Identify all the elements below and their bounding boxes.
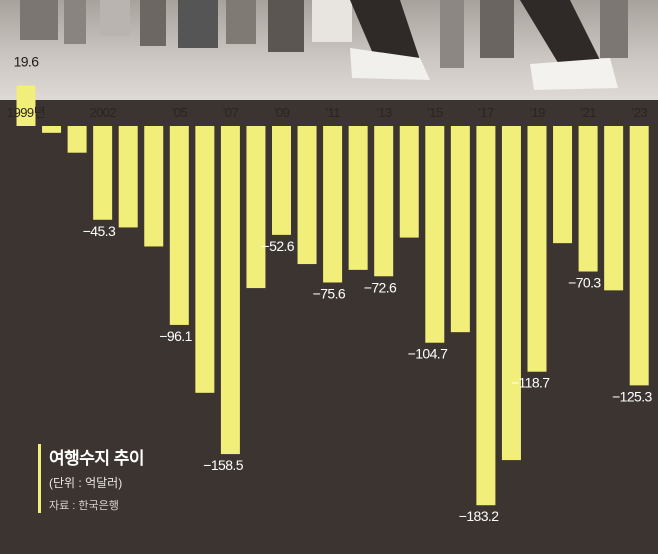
bar-2018 (501, 126, 521, 461)
bar-2022 (604, 126, 624, 291)
bar-2021 (578, 126, 598, 272)
bar-2011 (323, 126, 343, 283)
bar-2008 (246, 126, 266, 289)
data-label-2021: −70.3 (568, 275, 601, 291)
bar-2016 (450, 126, 470, 333)
source-label: 자료 : 한국은행 (49, 500, 119, 512)
bar-2005 (169, 126, 189, 325)
bar-2015 (425, 126, 445, 343)
legend-box: 여행수지 추이 (단위 : 억달러) 자료 : 한국은행 (38, 444, 145, 513)
bar-2000 (42, 126, 62, 133)
bar-2014 (399, 126, 419, 238)
data-label-2017: −183.2 (459, 508, 499, 524)
bar-2010 (297, 126, 317, 265)
bar-2019 (527, 126, 547, 372)
bar-2007 (220, 126, 240, 455)
tick-label-2011: ’11 (325, 105, 340, 120)
airport-photo (0, 0, 658, 100)
bar-2012 (348, 126, 368, 270)
tick-label-2023: ’23 (631, 105, 647, 120)
bar-2003 (118, 126, 138, 228)
unit-label: (단위 : 억달러) (49, 476, 123, 490)
data-label-2011: −75.6 (313, 285, 346, 301)
data-label-2005: −96.1 (159, 328, 192, 344)
bar-2020 (553, 126, 573, 244)
bar-2023 (629, 126, 649, 386)
tick-label-2009: ’09 (274, 105, 290, 120)
tick-label-2005: ’05 (172, 105, 188, 120)
tick-label-2002: 2002 (89, 105, 116, 120)
data-label-2019: −118.7 (511, 375, 550, 391)
tick-label-2007: ’07 (223, 105, 239, 120)
bar-1999 (16, 85, 36, 126)
bar-2001 (67, 126, 87, 153)
bar-2017 (476, 126, 496, 506)
tick-label-1999: 1999년 (7, 105, 45, 120)
tick-label-2015: ’15 (427, 105, 443, 120)
data-label-2023: −125.3 (612, 388, 652, 404)
bar-2004 (144, 126, 164, 247)
data-label-2013: −72.6 (364, 279, 397, 295)
data-label-2007: −158.5 (203, 457, 243, 473)
bar-2006 (195, 126, 215, 393)
data-label-2002: −45.3 (83, 223, 116, 239)
tick-label-2017: ’17 (478, 105, 494, 120)
bar-2013 (374, 126, 394, 277)
data-label-1999: 19.6 (14, 53, 40, 69)
data-label-2015: −104.7 (408, 346, 448, 362)
chart-title: 여행수지 추이 (49, 449, 145, 468)
bar-2002 (93, 126, 113, 220)
tick-label-2019: ’19 (529, 105, 545, 120)
bar-2009 (272, 126, 291, 235)
data-label-2009: −52.6 (262, 238, 295, 254)
tick-label-2021: ’21 (580, 105, 596, 120)
tick-label-2013: ’13 (376, 105, 392, 120)
